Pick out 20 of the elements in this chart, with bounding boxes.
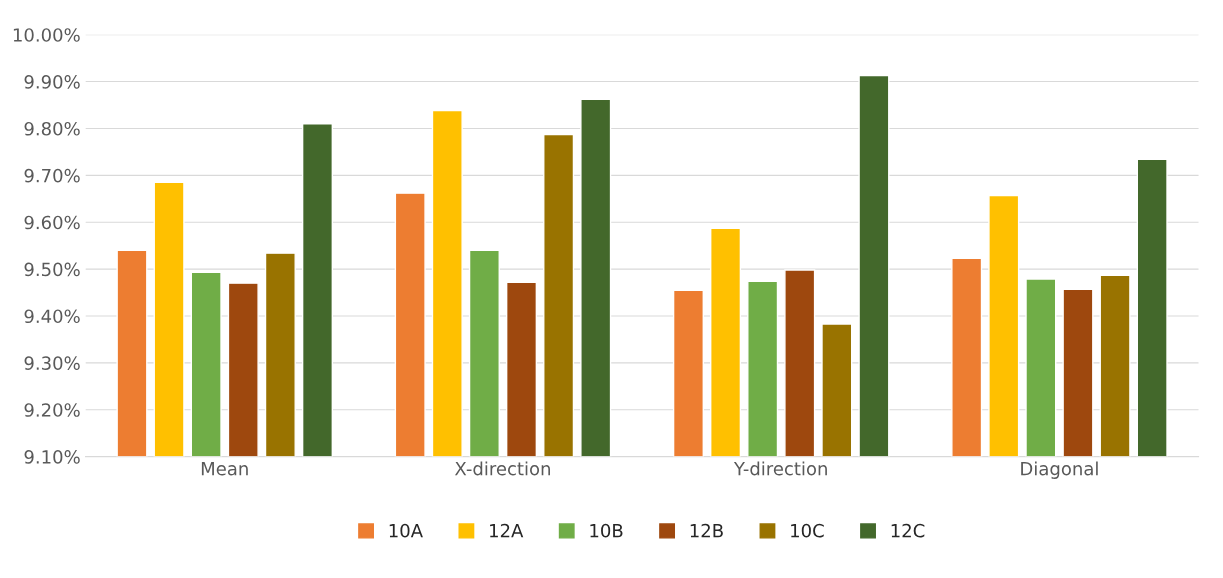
y-tick-label: 9.90%	[24, 75, 80, 89]
legend-label: 12A	[490, 523, 524, 538]
y-tick-label: 9.50%	[24, 262, 80, 277]
y-tick-label: 9.70%	[24, 168, 80, 183]
x-tick-label: Mean	[201, 462, 248, 476]
legend-label: 10C	[791, 523, 824, 538]
x-tick-label: Diagonal	[1021, 461, 1098, 479]
legend-label: 12C	[891, 523, 925, 538]
legend-label: 12B	[690, 523, 723, 538]
legend-label: 10A	[389, 523, 423, 538]
y-tick-label: 9.40%	[24, 309, 80, 324]
y-tick-label: 9.20%	[24, 403, 80, 417]
y-tick-label: 10.00%	[13, 28, 80, 42]
x-tick-label: Y-direction	[733, 461, 827, 476]
y-tick-label: 9.60%	[24, 215, 80, 230]
y-tick-label: 9.10%	[24, 450, 80, 464]
y-tick-label: 9.30%	[24, 356, 80, 370]
x-tick-label: X-direction	[454, 461, 550, 476]
legend-label: 10B	[590, 523, 623, 538]
y-tick-label: 9.80%	[24, 121, 80, 136]
